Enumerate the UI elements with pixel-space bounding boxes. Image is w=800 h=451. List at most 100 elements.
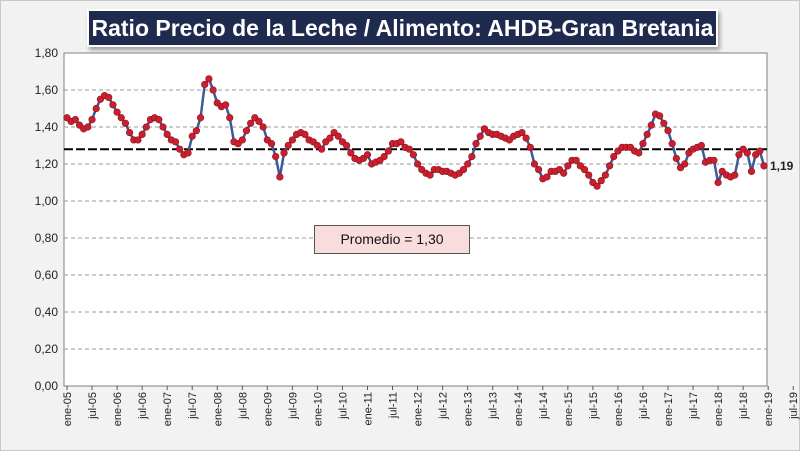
data-point xyxy=(472,140,480,148)
x-tick-label: jul-18 xyxy=(738,392,750,420)
x-tick-label: jul-05 xyxy=(87,392,99,420)
data-point xyxy=(380,153,388,161)
x-tick-label: jul-08 xyxy=(237,392,249,420)
data-point xyxy=(284,141,292,150)
data-point xyxy=(159,123,167,131)
data-point xyxy=(301,130,309,138)
y-tick-label: 0,00 xyxy=(35,379,59,393)
x-tick-label: ene-17 xyxy=(663,392,675,426)
data-point xyxy=(113,108,121,116)
data-point xyxy=(668,140,676,148)
data-point xyxy=(209,86,217,94)
data-point xyxy=(238,136,246,144)
data-point xyxy=(117,114,125,122)
data-point xyxy=(476,132,484,140)
y-tick-label: 0,20 xyxy=(35,342,59,356)
data-point xyxy=(610,153,618,161)
x-tick-label: jul-13 xyxy=(488,392,500,420)
data-point xyxy=(163,130,171,138)
y-tick-label: 1,60 xyxy=(35,83,59,97)
data-point xyxy=(142,123,150,131)
x-tick-label: ene-14 xyxy=(513,392,525,426)
data-point xyxy=(601,171,610,179)
x-tick-label: jul-15 xyxy=(588,392,600,420)
data-point xyxy=(560,169,568,177)
data-point xyxy=(221,101,230,109)
data-point xyxy=(397,138,405,146)
data-point xyxy=(468,153,476,161)
data-point xyxy=(171,138,180,146)
data-point xyxy=(205,75,213,83)
data-point xyxy=(605,162,614,170)
data-point xyxy=(155,115,163,124)
data-point xyxy=(184,149,192,157)
x-tick-label: ene-05 xyxy=(62,392,74,426)
data-point xyxy=(192,127,200,135)
x-tick-label: jul-12 xyxy=(438,392,450,420)
x-tick-label: ene-16 xyxy=(613,392,625,426)
x-tick-label: jul-11 xyxy=(388,392,400,419)
x-tick-label: ene-15 xyxy=(563,392,575,426)
data-point xyxy=(326,134,334,142)
data-point xyxy=(522,134,530,142)
x-tick-label: ene-07 xyxy=(162,392,174,426)
data-point xyxy=(384,147,392,155)
x-tick-label: ene-10 xyxy=(312,392,324,426)
data-point xyxy=(710,156,718,164)
x-tick-label: jul-09 xyxy=(287,392,299,420)
data-point xyxy=(288,136,296,144)
data-point xyxy=(334,132,342,140)
data-point xyxy=(247,119,255,127)
data-point xyxy=(735,151,743,159)
x-tick-label: jul-14 xyxy=(538,392,550,420)
data-point xyxy=(109,101,117,109)
data-point xyxy=(572,156,580,164)
y-tick-label: 0,80 xyxy=(35,231,59,245)
data-point xyxy=(656,112,664,120)
data-point xyxy=(747,167,756,175)
data-point xyxy=(121,119,130,127)
data-point xyxy=(276,173,284,181)
y-tick-label: 0,40 xyxy=(35,305,59,319)
x-tick-label: jul-07 xyxy=(187,392,199,420)
x-tick-label: jul-16 xyxy=(638,392,650,420)
data-point xyxy=(267,140,276,148)
data-point xyxy=(643,130,651,138)
data-point xyxy=(226,114,234,122)
x-tick-label: ene-19 xyxy=(763,392,775,426)
data-point xyxy=(697,141,705,150)
data-point xyxy=(259,123,267,131)
data-point xyxy=(593,182,601,190)
data-point xyxy=(597,177,605,185)
data-point xyxy=(242,127,251,135)
data-point xyxy=(459,165,468,174)
data-point xyxy=(464,160,472,168)
data-point xyxy=(343,141,351,150)
data-point xyxy=(756,147,764,155)
data-point xyxy=(92,104,100,113)
data-point xyxy=(518,128,526,137)
last-value-label: 1,19 xyxy=(770,159,794,173)
data-point xyxy=(409,151,418,159)
data-point xyxy=(743,149,751,157)
data-point xyxy=(272,153,280,161)
data-point xyxy=(347,149,355,157)
x-tick-label: ene-06 xyxy=(112,392,124,426)
x-tick-label: ene-11 xyxy=(363,392,375,425)
data-point xyxy=(188,132,196,140)
data-point xyxy=(88,115,96,124)
y-tick-label: 1,00 xyxy=(35,194,59,208)
data-point xyxy=(196,114,205,122)
data-point xyxy=(201,80,209,89)
data-point xyxy=(714,178,722,187)
average-label-box: Promedio = 1,30 xyxy=(314,225,470,254)
x-tick-label: jul-10 xyxy=(337,392,349,420)
data-point xyxy=(635,149,643,157)
data-point xyxy=(580,165,589,174)
data-point xyxy=(84,123,92,131)
x-tick-label: jul-19 xyxy=(788,392,800,420)
data-point xyxy=(585,171,593,179)
data-point xyxy=(134,136,142,144)
x-tick-label: ene-12 xyxy=(413,392,425,426)
